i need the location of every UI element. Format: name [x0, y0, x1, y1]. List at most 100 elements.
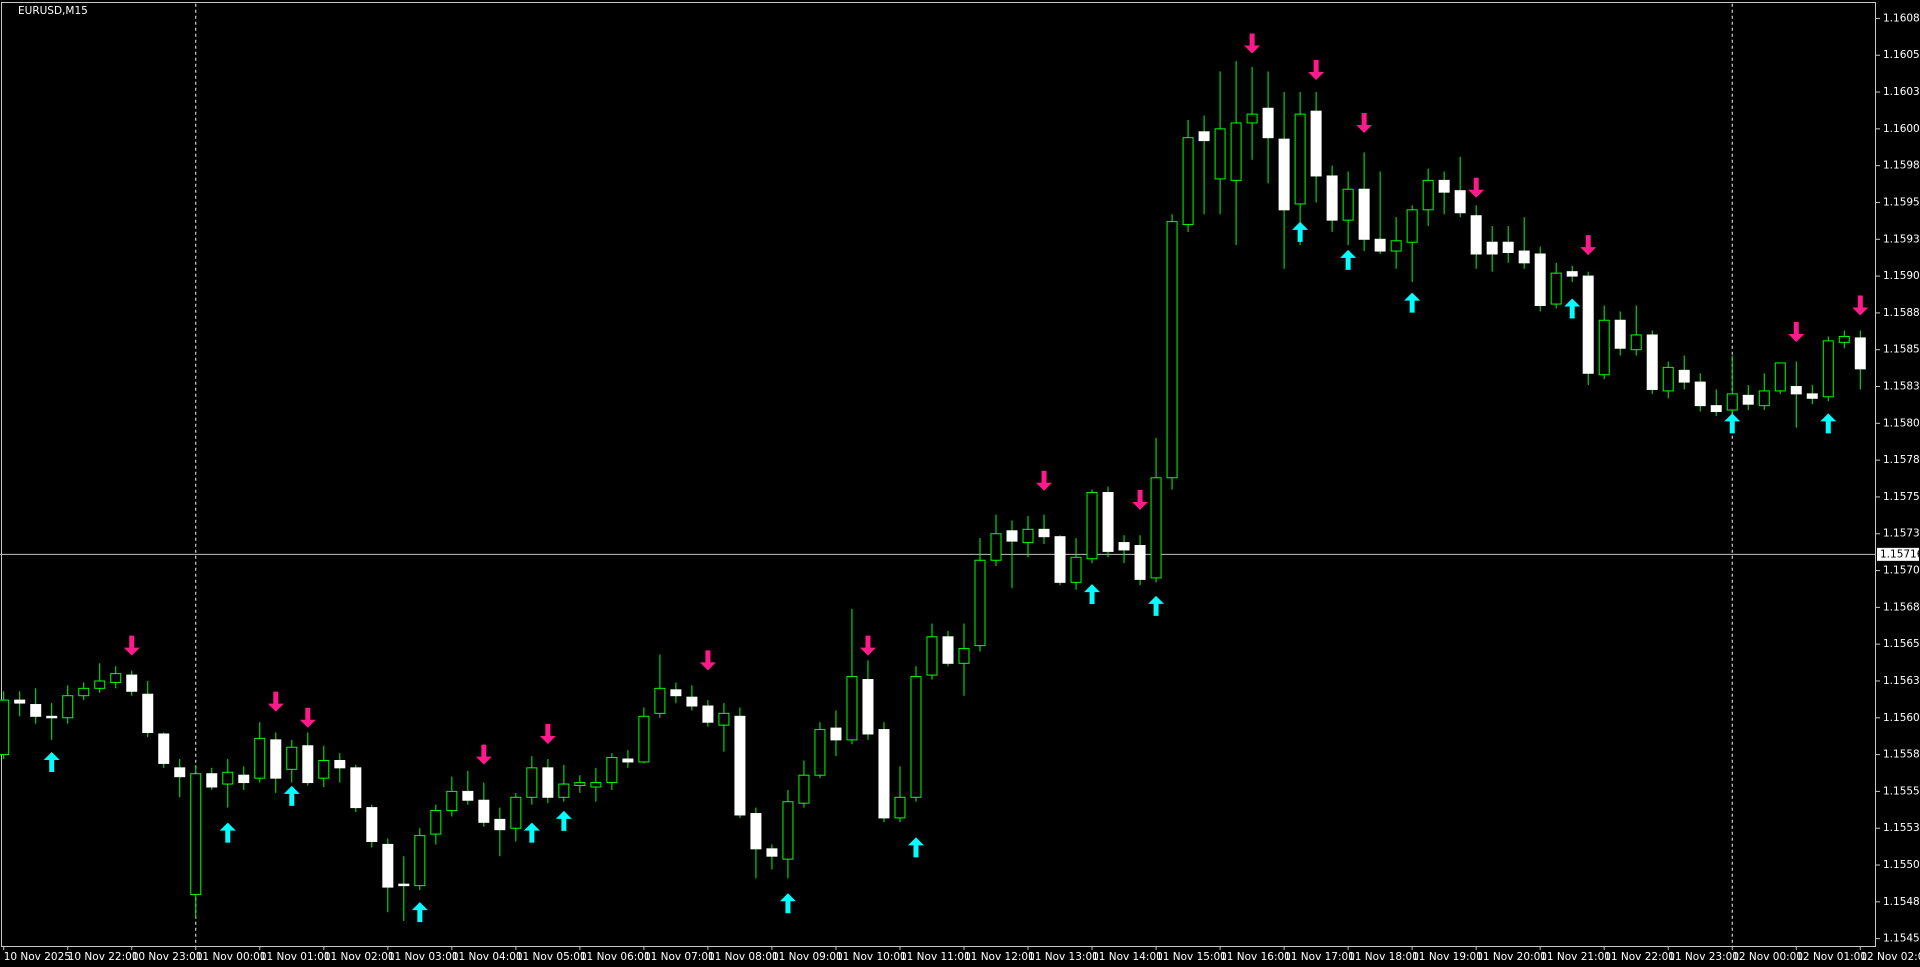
y-tick-label: 1.16055	[1883, 49, 1920, 61]
candle-body	[1630, 334, 1642, 351]
x-tick-label: 12 Nov 02:00	[1860, 951, 1920, 963]
candle-body	[1742, 394, 1754, 405]
buy-arrow	[43, 751, 60, 772]
chart-title: EURUSD,M15	[18, 5, 88, 17]
y-tick-label: 1.15930	[1883, 233, 1920, 245]
y-tick-label: 1.15730	[1883, 528, 1920, 540]
candle-body	[1166, 221, 1178, 479]
y-tick-label: 1.15905	[1883, 270, 1920, 282]
sell-arrow	[1580, 235, 1597, 256]
sell-arrow	[1468, 177, 1485, 198]
plot-frame	[1, 2, 1876, 947]
candle-body	[718, 712, 730, 726]
candle-body	[174, 767, 186, 778]
x-tick-label: 11 Nov 20:00	[1476, 951, 1547, 963]
candle-body	[1278, 138, 1290, 211]
x-tick-label: 11 Nov 22:00	[1604, 951, 1675, 963]
candle-body	[1758, 390, 1770, 407]
y-tick-label: 1.15755	[1883, 491, 1920, 503]
candle-body	[1070, 556, 1082, 583]
y-tick-label: 1.15505	[1883, 859, 1920, 871]
candle-body	[1838, 335, 1850, 343]
candle-body	[1566, 271, 1578, 277]
candle-body	[1518, 250, 1530, 264]
candle-body	[398, 883, 410, 887]
x-tick-label: 11 Nov 15:00	[1156, 951, 1227, 963]
x-tick-label: 10 Nov 23:00	[132, 951, 203, 963]
candle-body	[350, 767, 362, 809]
candle-body	[734, 715, 746, 816]
candle-body	[1790, 386, 1802, 395]
candle-body	[1806, 393, 1818, 399]
candle-body	[1310, 110, 1322, 177]
candle-body	[1614, 319, 1626, 349]
sell-arrow	[1788, 322, 1805, 343]
y-tick-label: 1.15605	[1883, 712, 1920, 724]
candle-body	[430, 810, 442, 835]
candle-body	[1230, 122, 1242, 181]
candle-body	[366, 807, 378, 842]
candle-body	[1550, 272, 1562, 305]
candle-body	[670, 689, 682, 697]
sell-arrow	[1132, 489, 1149, 510]
x-tick-label: 11 Nov 19:00	[1412, 951, 1483, 963]
candle-body	[846, 676, 858, 741]
y-tick-label: 1.15555	[1883, 785, 1920, 797]
candle-body	[830, 727, 842, 741]
candle-body	[1118, 542, 1130, 551]
y-tick-label: 1.15980	[1883, 160, 1920, 172]
y-tick-label: 1.15880	[1883, 307, 1920, 319]
y-tick-label: 1.15855	[1883, 344, 1920, 356]
x-tick-label: 11 Nov 04:00	[452, 951, 523, 963]
candle-body	[14, 699, 26, 704]
candle-body	[1486, 241, 1498, 255]
candle-body	[990, 533, 1002, 561]
buy-arrow	[1340, 249, 1357, 270]
candle-body	[1390, 240, 1402, 252]
y-tick-label: 1.15680	[1883, 601, 1920, 613]
candle-body	[1150, 477, 1162, 579]
candle-body	[286, 746, 298, 770]
candle-body	[702, 705, 714, 723]
candle-body	[1102, 492, 1114, 552]
candle-body	[1406, 209, 1418, 243]
x-tick-label: 11 Nov 02:00	[324, 951, 395, 963]
x-tick-label: 11 Nov 21:00	[1540, 951, 1611, 963]
candle-body	[526, 767, 538, 798]
price-label-box	[1877, 547, 1919, 561]
candle-body	[1502, 241, 1514, 254]
buy-arrow	[1084, 584, 1101, 605]
candle-body	[302, 745, 314, 784]
y-tick-label: 1.15580	[1883, 749, 1920, 761]
candle-body	[1422, 179, 1434, 211]
candle-body	[414, 835, 426, 887]
buy-arrow	[283, 785, 300, 806]
candle-body	[222, 771, 234, 785]
y-tick-label: 1.15630	[1883, 675, 1920, 687]
y-tick-label: 1.15805	[1883, 417, 1920, 429]
buy-arrow	[1724, 413, 1741, 434]
candle-body	[1710, 405, 1722, 413]
x-tick-label: 12 Nov 00:00	[1732, 951, 1803, 963]
candle-body	[958, 648, 970, 664]
x-tick-label: 11 Nov 13:00	[1028, 951, 1099, 963]
candle-body	[782, 801, 794, 860]
x-tick-label: 11 Nov 01:00	[260, 951, 331, 963]
candle-body	[510, 796, 522, 829]
x-tick-label: 11 Nov 23:00	[1668, 951, 1739, 963]
x-tick-label: 11 Nov 16:00	[1220, 951, 1291, 963]
sell-arrow	[475, 744, 492, 765]
candle-body	[894, 796, 906, 819]
y-tick-label: 1.15455	[1883, 933, 1920, 945]
candle-body	[1470, 215, 1482, 255]
candle-body	[478, 799, 490, 823]
candle-body	[142, 693, 154, 734]
buy-arrow	[779, 893, 796, 914]
candle-body	[270, 739, 282, 779]
candle-body	[46, 715, 58, 719]
candle-body	[654, 687, 666, 714]
candle-body	[606, 757, 618, 784]
